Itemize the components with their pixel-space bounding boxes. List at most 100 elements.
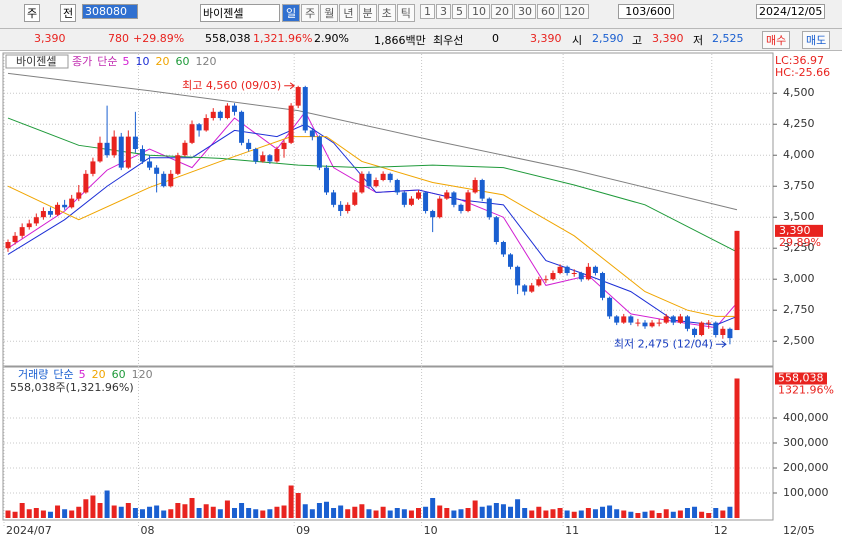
volume-bar	[373, 510, 379, 518]
period-button[interactable]: 년	[339, 4, 358, 22]
candle-body	[472, 180, 478, 193]
volume-bar	[614, 509, 620, 518]
volume-bar	[281, 505, 287, 518]
y-tick-label: 4,500	[783, 86, 815, 99]
candle-body	[437, 198, 443, 218]
volume-bar	[189, 498, 195, 518]
period-button[interactable]: 주	[301, 4, 320, 22]
legend-label: 종가	[72, 55, 92, 68]
candle-body	[578, 273, 584, 280]
volume-bar	[628, 511, 634, 518]
candle-body	[423, 192, 429, 212]
candle-body	[111, 136, 117, 156]
market[interactable]: 주	[24, 4, 41, 22]
volume-bar	[522, 508, 528, 518]
last-change: 29.89%	[779, 236, 821, 249]
volume-pct: 1,321.96%	[253, 32, 313, 45]
annotation-arrow	[284, 82, 296, 90]
candle-body	[104, 142, 110, 156]
volume-bar	[536, 506, 542, 518]
volume-bar	[564, 510, 570, 518]
legend-item: 120	[196, 55, 217, 68]
volume-bar	[550, 509, 556, 518]
interval-buttons: 1 3 5 10 20 30 60 120	[420, 4, 590, 19]
volume-bar	[147, 506, 153, 518]
candle-body	[12, 235, 18, 243]
candle-body	[288, 105, 294, 143]
volume-bar	[734, 378, 740, 518]
candle-body	[366, 173, 372, 187]
interval-button[interactable]: 3	[436, 4, 451, 19]
interval-button[interactable]: 60	[537, 4, 559, 19]
volume-bar	[132, 508, 138, 518]
candle-body	[359, 173, 365, 193]
volume-bar	[19, 503, 25, 518]
volume-bar	[210, 506, 216, 518]
buy-button[interactable]: 매수	[762, 31, 791, 49]
low-label: 저	[693, 34, 704, 47]
annotation-arrow	[715, 340, 727, 348]
interval-button[interactable]: 30	[514, 4, 536, 19]
interval-button[interactable]: 20	[491, 4, 513, 19]
candle-body	[500, 242, 506, 255]
period-button[interactable]: 초	[377, 4, 396, 22]
code-input[interactable]: 308080	[82, 4, 138, 19]
period-button[interactable]: 분	[358, 4, 377, 22]
candle-body	[338, 204, 344, 212]
interval-button[interactable]: 10	[468, 4, 490, 19]
volume-bar	[458, 509, 464, 518]
candle-body	[210, 111, 216, 119]
candle-body	[585, 266, 591, 280]
open-label: 시	[572, 34, 583, 47]
candle-body	[168, 173, 174, 187]
candle-body	[408, 198, 414, 205]
interval-button[interactable]: 5	[452, 4, 467, 19]
volume-bar	[529, 510, 535, 518]
interval-button[interactable]: 120	[560, 4, 589, 19]
volume-bar	[175, 503, 181, 518]
volume-bar	[515, 499, 521, 518]
volume-bar	[557, 508, 563, 518]
candle-body	[231, 105, 237, 112]
volume-bar	[607, 505, 613, 518]
volume-bar	[309, 509, 315, 518]
volume-bar	[656, 513, 662, 518]
interval-button[interactable]: 1	[420, 4, 435, 19]
x-tick-label: 12/05	[783, 524, 815, 537]
volume-bar	[486, 505, 492, 518]
volume-info: 558,038주(1,321.96%)	[10, 381, 134, 394]
volume-bar	[635, 513, 641, 518]
candle-body	[239, 111, 245, 143]
priority-label: 최우선	[433, 34, 464, 47]
volume-bar	[26, 509, 32, 518]
candle-body	[267, 155, 273, 162]
last-volume: 558,038	[778, 371, 824, 384]
candle-body	[607, 297, 613, 317]
volume-bar	[288, 485, 294, 518]
volume-bar	[444, 508, 450, 518]
candle-body	[139, 149, 145, 162]
period-button[interactable]: 월	[320, 4, 339, 22]
sell-button[interactable]: 매도	[802, 31, 831, 49]
volume-bar	[571, 511, 577, 518]
stock-name[interactable]: 바이젠셀	[200, 4, 280, 22]
candle-body	[430, 211, 436, 218]
date[interactable]: 2024/12/05	[756, 4, 826, 19]
candle-body	[515, 266, 521, 286]
legend-label: 단순	[53, 368, 73, 381]
volume-bar	[302, 504, 308, 518]
candle-body	[373, 180, 379, 187]
low: 2,525	[712, 32, 744, 45]
candle-body	[47, 211, 53, 215]
period-button[interactable]: 틱	[396, 4, 415, 22]
annotation: 최저 2,475 (12/04)	[614, 337, 713, 350]
legend-label: 거래량	[18, 368, 48, 381]
amount: 1,866백만	[374, 34, 426, 47]
view[interactable]: 전	[60, 4, 77, 22]
candle-body	[458, 204, 464, 212]
volume-bar	[713, 508, 719, 518]
period-button[interactable]: 일	[282, 4, 301, 22]
candle-body	[97, 142, 103, 162]
